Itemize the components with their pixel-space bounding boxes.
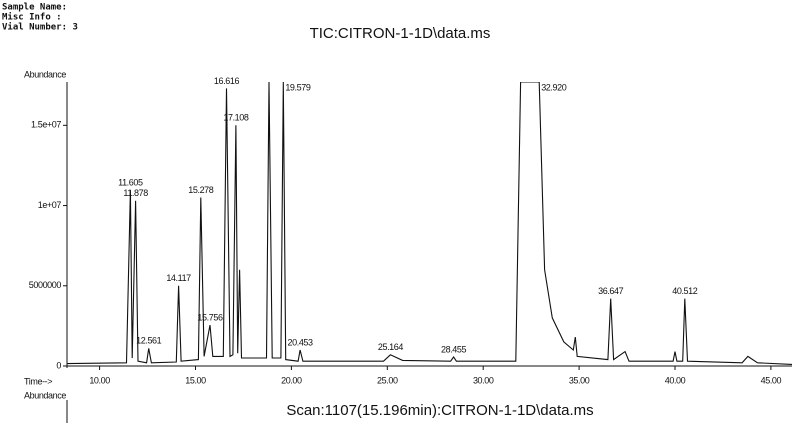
x-tick-label: 10.00 <box>89 375 110 385</box>
sample-name: Sample Name: <box>2 3 67 13</box>
peak-label: 25.164 <box>378 342 404 352</box>
y-tick-label: 1.5e+07 <box>31 120 61 130</box>
peak-label: 15.756 <box>197 312 223 322</box>
peak-label: 17.108 <box>223 113 249 123</box>
peak-label: 32.920 <box>541 82 567 92</box>
peak-label: 16.616 <box>214 76 240 86</box>
peak-label: 11.605 <box>118 178 143 188</box>
y-tick-label: 1e+07 <box>38 200 62 210</box>
chart-title: TIC:CITRON-1-1D\data.ms <box>310 25 491 42</box>
y-tick-label: 5000000 <box>29 280 62 290</box>
peak-label: 36.647 <box>598 286 624 296</box>
x-tick-label: 30.00 <box>473 375 494 385</box>
peak-label: 15.278 <box>188 185 214 195</box>
x-tick-label: 25.00 <box>377 375 398 385</box>
footer-y-label: Abundance <box>24 390 66 400</box>
x-tick-label: 15.00 <box>185 375 206 385</box>
tic-trace <box>67 82 793 365</box>
x-tick-label: 35.00 <box>569 375 590 385</box>
peak-label: 12.561 <box>136 336 162 346</box>
plot-area <box>67 82 793 365</box>
peak-label: 14.117 <box>166 273 191 283</box>
x-tick-label: 45.00 <box>761 375 782 385</box>
peak-label: 28.455 <box>441 344 467 354</box>
vial-number: Vial Number: 3 <box>2 22 78 33</box>
peak-label: 19.579 <box>285 82 311 92</box>
x-tick-label: 40.00 <box>665 375 686 385</box>
peak-label: 11.878 <box>123 188 148 198</box>
peak-label: 20.453 <box>288 337 314 347</box>
y-tick-label: 0 <box>56 360 61 370</box>
footer-title: Scan:1107(15.196min):CITRON-1-1D\data.ms <box>286 402 593 419</box>
x-tick-label: 20.00 <box>281 375 302 385</box>
x-axis-label: Time--> <box>24 376 52 386</box>
peak-label: 40.512 <box>672 286 698 296</box>
y-axis-label: Abundance <box>24 69 66 79</box>
misc-info: Misc Info : <box>2 12 62 23</box>
